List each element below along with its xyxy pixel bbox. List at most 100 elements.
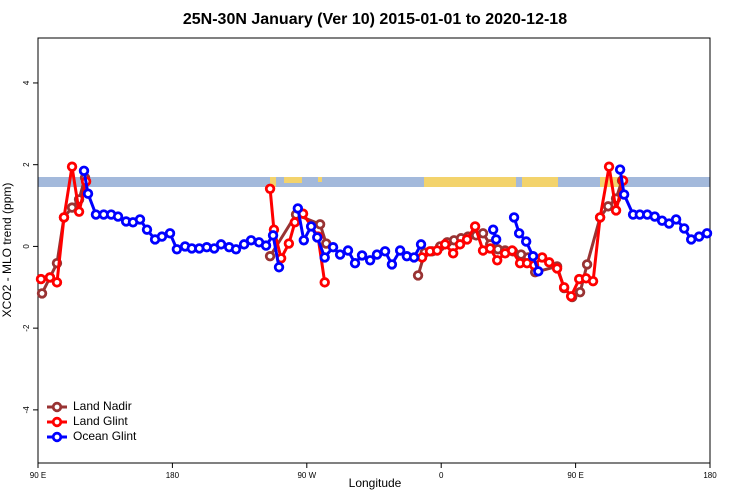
data-point xyxy=(349,257,361,269)
data-point xyxy=(314,219,326,230)
data-point xyxy=(678,223,690,234)
data-point xyxy=(447,248,459,259)
y-tick-label: 4 xyxy=(22,80,31,85)
data-point xyxy=(230,244,242,255)
legend-marker xyxy=(51,416,63,428)
data-point xyxy=(141,224,153,235)
series xyxy=(78,164,713,277)
data-point xyxy=(386,259,398,270)
legend-label: Land Nadir xyxy=(73,399,132,413)
data-point xyxy=(574,286,586,298)
y-tick-label: -4 xyxy=(22,406,31,414)
data-point xyxy=(513,228,525,239)
legend-label: Ocean Glint xyxy=(73,429,137,443)
data-point xyxy=(238,239,250,250)
data-point xyxy=(416,252,428,263)
x-axis-label: Longitude xyxy=(349,476,402,490)
data-point xyxy=(305,221,317,232)
land-patch xyxy=(600,177,620,187)
data-point xyxy=(618,189,630,200)
data-point xyxy=(614,164,626,175)
data-point xyxy=(565,291,577,302)
data-point xyxy=(260,240,272,251)
data-point xyxy=(364,255,376,266)
data-point xyxy=(431,245,443,256)
land-patch xyxy=(522,177,558,187)
data-point xyxy=(527,251,539,262)
land-patch xyxy=(270,177,276,187)
x-tick-label: 180 xyxy=(166,471,180,480)
data-point xyxy=(594,212,606,223)
series xyxy=(35,161,629,302)
data-point xyxy=(51,277,63,288)
data-point xyxy=(36,288,48,299)
data-point xyxy=(701,228,713,239)
data-point xyxy=(66,202,78,213)
x-tick-label: 90 E xyxy=(30,471,46,480)
data-point xyxy=(487,224,499,235)
data-point xyxy=(171,244,183,255)
chart-title: 25N-30N January (Ver 10) 2015-01-01 to 2… xyxy=(183,11,567,28)
data-point xyxy=(312,232,323,243)
x-tick-label: 90 E xyxy=(567,471,583,480)
data-point xyxy=(35,273,47,285)
data-point xyxy=(685,234,697,245)
data-point xyxy=(415,239,427,250)
data-point xyxy=(484,243,496,254)
land-patch xyxy=(284,177,302,183)
land-patch xyxy=(318,177,322,182)
data-point xyxy=(215,239,227,250)
data-point xyxy=(267,230,279,241)
data-point xyxy=(264,183,276,194)
data-point xyxy=(408,252,420,263)
y-axis-label: XCO2 - MLO trend (ppm) xyxy=(0,183,14,318)
data-point xyxy=(603,161,615,172)
y-tick-label: -2 xyxy=(22,324,31,332)
data-point xyxy=(342,245,354,256)
plot-frame xyxy=(37,37,711,464)
data-point xyxy=(112,211,124,222)
data-point xyxy=(551,263,563,274)
data-point xyxy=(506,245,518,256)
y-tick-label: 0 xyxy=(22,244,31,249)
data-point xyxy=(536,252,548,263)
data-point xyxy=(156,231,168,242)
data-point xyxy=(264,251,276,262)
data-point xyxy=(78,165,90,177)
data-point xyxy=(649,211,660,222)
data-point xyxy=(693,231,705,242)
data-point xyxy=(492,255,503,266)
data-point xyxy=(477,228,489,239)
x-tick-label: 0 xyxy=(439,471,444,480)
data-point xyxy=(356,250,368,261)
data-point xyxy=(670,214,682,225)
data-point xyxy=(319,277,330,288)
data-point xyxy=(379,246,391,257)
data-point xyxy=(602,201,614,212)
data-point xyxy=(439,239,451,250)
data-point xyxy=(469,221,481,232)
data-point xyxy=(394,245,406,256)
data-point xyxy=(292,203,304,214)
series xyxy=(36,172,628,303)
data-point xyxy=(543,257,555,268)
data-point xyxy=(581,259,593,270)
data-point xyxy=(520,236,532,247)
data-point xyxy=(66,161,78,172)
data-point xyxy=(289,217,301,228)
data-point xyxy=(371,249,383,260)
data-point xyxy=(319,252,330,263)
legend-marker xyxy=(51,431,63,443)
data-point xyxy=(273,262,285,273)
data-point xyxy=(558,282,570,293)
data-point xyxy=(283,238,295,249)
legend-label: Land Glint xyxy=(73,414,128,428)
data-point xyxy=(454,239,466,250)
x-tick-label: 90 W xyxy=(297,471,316,480)
data-point xyxy=(298,235,310,246)
land-ocean-band xyxy=(38,177,710,187)
data-point xyxy=(73,206,85,217)
data-point xyxy=(490,234,502,245)
data-point xyxy=(134,214,146,225)
